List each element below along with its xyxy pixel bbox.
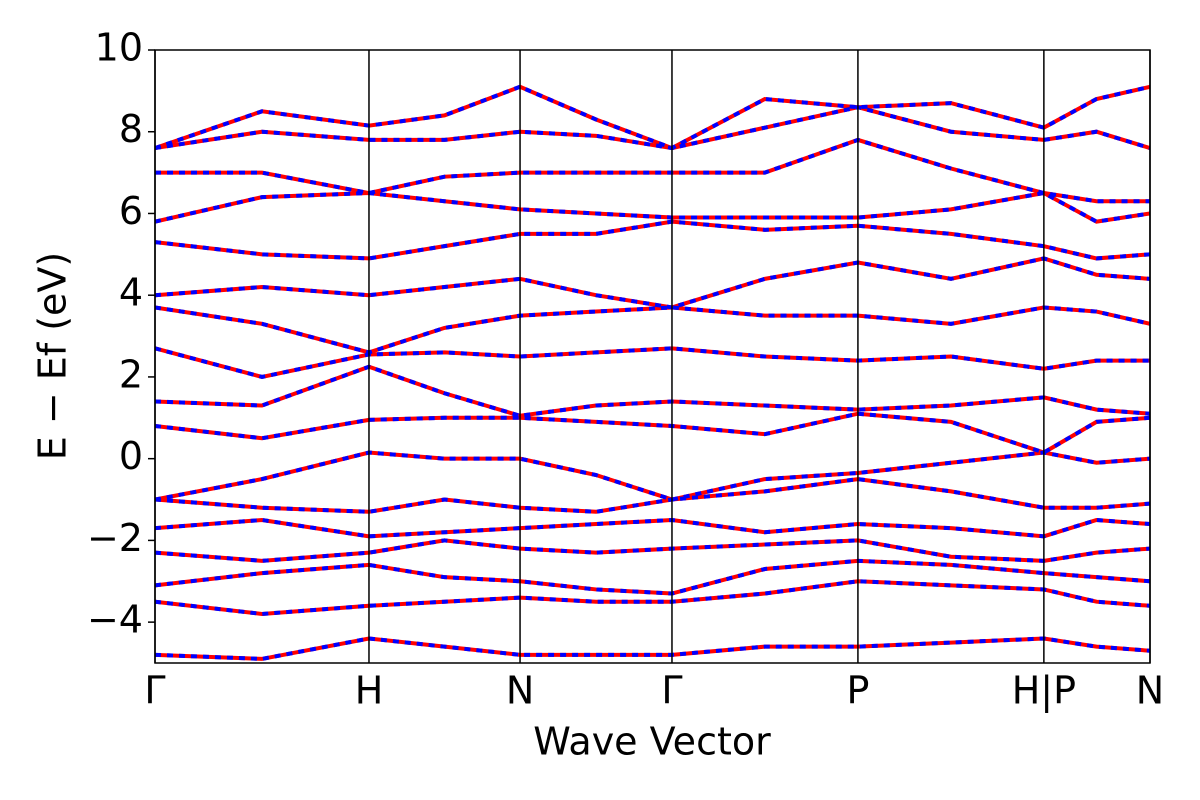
band-line: [155, 219, 1150, 261]
band-line: [155, 190, 1150, 224]
band-line: [155, 450, 1150, 502]
x-tick-label: H|P: [1012, 669, 1076, 714]
y-tick-label: 0: [119, 434, 143, 478]
band-line: [155, 636, 1150, 661]
x-tick-label: N: [506, 669, 534, 713]
y-tick-label: −4: [87, 598, 143, 642]
y-axis-label: E − Ef (eV): [31, 252, 75, 461]
x-tick-label: Γ: [661, 669, 682, 713]
band-line: [155, 477, 1150, 514]
y-tick-label: 2: [119, 352, 143, 396]
bands: [155, 84, 1150, 661]
band-line: [155, 477, 1150, 514]
band-line: [155, 256, 1150, 310]
band-line: [155, 579, 1150, 616]
x-tick-label: P: [846, 669, 869, 713]
band-line: [155, 305, 1150, 355]
x-tick-label: N: [1136, 669, 1164, 713]
band-line: [155, 411, 1150, 455]
band-line: [155, 137, 1150, 204]
band-line: [155, 256, 1150, 310]
y-tick-label: 6: [119, 189, 143, 233]
band-line: [155, 346, 1150, 379]
band-line: [155, 517, 1150, 539]
x-tick-label: H: [355, 669, 384, 713]
y-tick-label: 10: [95, 26, 143, 70]
y-tick-label: 8: [119, 107, 143, 151]
axes: [148, 49, 1151, 664]
y-tick-label: −2: [87, 516, 143, 560]
y-tick-label: 4: [119, 271, 143, 315]
x-axis-label: Wave Vector: [533, 720, 771, 764]
band-line: [155, 364, 1150, 418]
band-line: [155, 411, 1150, 455]
band-line: [155, 137, 1150, 204]
plot-frame: [154, 49, 1151, 664]
x-tick-label: Γ: [144, 669, 165, 713]
